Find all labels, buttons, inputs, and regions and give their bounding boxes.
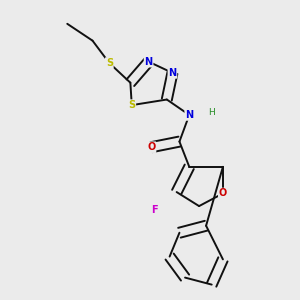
Text: O: O: [219, 188, 227, 199]
Text: S: S: [106, 58, 113, 68]
Text: H: H: [208, 108, 215, 117]
Text: N: N: [185, 110, 193, 120]
Text: F: F: [151, 205, 158, 215]
Text: S: S: [128, 100, 135, 110]
Text: N: N: [145, 57, 153, 67]
Text: N: N: [168, 68, 176, 78]
Text: O: O: [147, 142, 155, 152]
